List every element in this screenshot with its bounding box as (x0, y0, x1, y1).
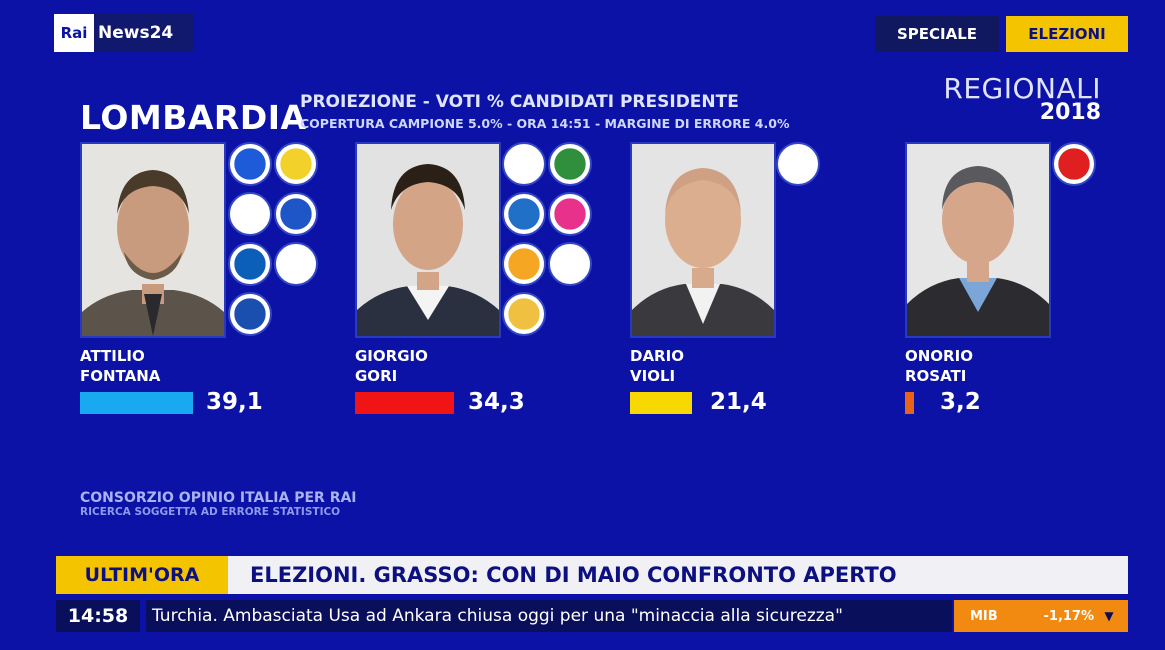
party-logos-rosati (1052, 142, 1144, 192)
candidate-name-violi: DARIO VIOLI (630, 346, 684, 386)
candidate-last-name: ROSATI (905, 367, 967, 385)
party-logos-gori (502, 142, 594, 342)
news24-logo-text: News24 (98, 23, 174, 43)
candidate-last-name: VIOLI (630, 367, 676, 385)
party-logo (502, 292, 546, 336)
result-bar-rosati (905, 392, 915, 414)
candidate-photo-rosati (905, 142, 1051, 338)
result-bar-fontana (80, 392, 193, 414)
market-index-value: -1,17% (1043, 608, 1095, 624)
market-index-name: MIB (970, 608, 998, 624)
candidate-name-gori: GIORGIO GORI (355, 346, 428, 386)
breaking-headline: ELEZIONI. GRASSO: CON DI MAIO CONFRONTO … (228, 556, 1128, 594)
party-logo (228, 292, 272, 336)
party-logo (548, 242, 592, 286)
candidate-first-name: ATTILIO (80, 347, 145, 365)
projection-subtitle: COPERTURA CAMPIONE 5.0% - ORA 14:51 - MA… (300, 116, 790, 131)
candidate-last-name: GORI (355, 367, 398, 385)
candidate-photo-gori (355, 142, 501, 338)
candidate-photo-fontana (80, 142, 226, 338)
source-disclaimer: RICERCA SOGGETTA AD ERRORE STATISTICO (80, 506, 341, 518)
election-type: REGIONALI (943, 72, 1101, 105)
party-logo (502, 192, 546, 236)
party-logos-violi (776, 142, 868, 192)
source-line: CONSORZIO OPINIO ITALIA PER RAI (80, 490, 357, 506)
news-crawl: Turchia. Ambasciata Usa ad Ankara chiusa… (146, 600, 952, 632)
party-logo (228, 192, 272, 236)
speciale-tag: SPECIALE (875, 16, 999, 52)
party-logo (274, 192, 318, 236)
party-logo (274, 242, 318, 286)
candidate-first-name: GIORGIO (355, 347, 428, 365)
result-value-fontana: 39,1 (206, 389, 263, 415)
ultimora-label: ULTIM'ORA (56, 556, 228, 594)
party-logo (228, 142, 272, 186)
party-logos-fontana (228, 142, 320, 342)
candidate-last-name: FONTANA (80, 367, 161, 385)
candidate-photo-violi (630, 142, 776, 338)
rainews24-logo: Rai News24 (54, 14, 194, 52)
party-logo (548, 142, 592, 186)
region-title: LOMBARDIA (80, 98, 307, 137)
result-value-gori: 34,3 (468, 389, 525, 415)
market-index: MIB -1,17% ▼ (954, 600, 1128, 632)
rai-logo-mark: Rai (54, 14, 94, 52)
party-logo (548, 192, 592, 236)
party-logo (502, 142, 546, 186)
candidate-name-fontana: ATTILIO FONTANA (80, 346, 160, 386)
election-year: 2018 (1039, 100, 1101, 125)
projection-title: PROIEZIONE - VOTI % CANDIDATI PRESIDENTE (300, 92, 739, 112)
party-logo (776, 142, 820, 186)
candidate-first-name: DARIO (630, 347, 684, 365)
result-value-violi: 21,4 (710, 389, 767, 415)
result-bar-gori (355, 392, 455, 414)
candidate-name-rosati: ONORIO ROSATI (905, 346, 973, 386)
clock: 14:58 (56, 600, 140, 632)
party-logo (1052, 142, 1096, 186)
party-logo (228, 242, 272, 286)
party-logo (274, 142, 318, 186)
result-value-rosati: 3,2 (940, 389, 981, 415)
party-logo (502, 242, 546, 286)
down-arrow-icon: ▼ (1104, 609, 1114, 623)
elezioni-tag: ELEZIONI (1006, 16, 1128, 52)
candidate-first-name: ONORIO (905, 347, 973, 365)
result-bar-violi (630, 392, 692, 414)
